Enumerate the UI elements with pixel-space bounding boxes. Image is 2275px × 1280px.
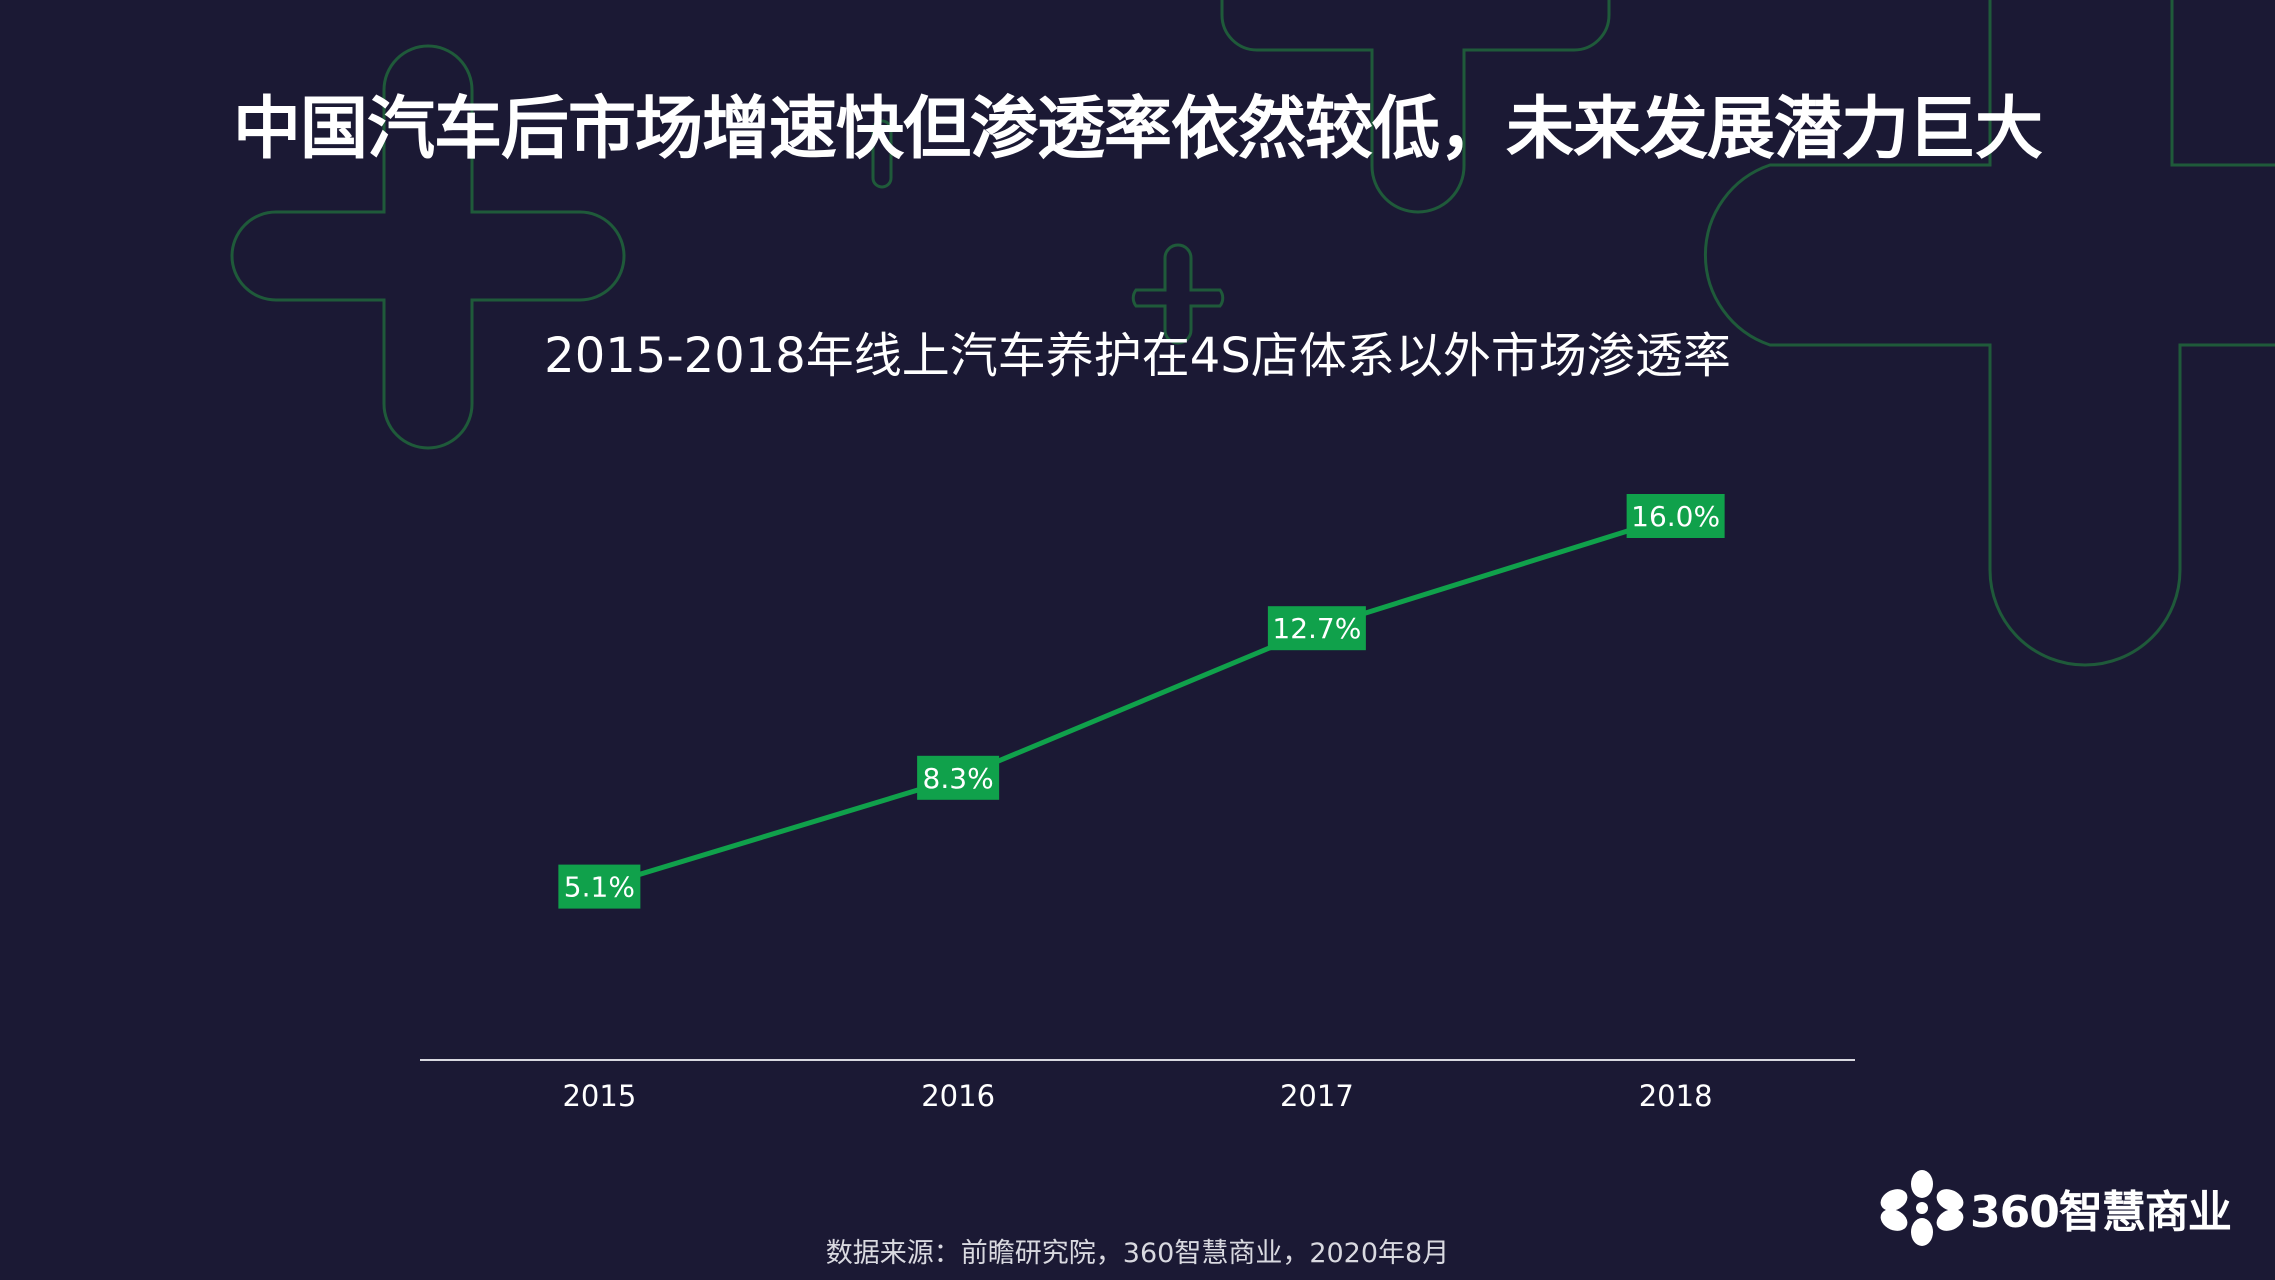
x-tick-label: 2016 — [921, 1079, 995, 1113]
data-label: 12.7% — [1272, 612, 1361, 645]
plus-shape-right-edge — [2170, 0, 2275, 167]
plus-shape-top — [1220, 0, 1611, 214]
x-tick-label: 2015 — [562, 1079, 636, 1113]
plus-shape-right — [1703, 0, 2275, 667]
brand-logo-text: 360智慧商业 — [1970, 1187, 2232, 1238]
data-label-box — [1267, 606, 1366, 651]
data-label: 8.3% — [923, 762, 994, 795]
flower-logo-icon — [1880, 1170, 1964, 1246]
data-label: 16.0% — [1631, 500, 1720, 533]
data-source: 数据来源：前瞻研究院，360智慧商业，2020年8月 — [825, 1238, 1450, 1269]
data-label-box — [917, 755, 1000, 800]
plus-shape-left — [230, 44, 626, 450]
data-label: 5.1% — [564, 871, 635, 904]
plus-shape-small — [1131, 243, 1225, 345]
data-label-box — [1626, 494, 1725, 538]
page-title: 中国汽车后市场增速快但渗透率依然较低，未来发展潜力巨大 — [232, 90, 2043, 169]
x-tick-label: 2018 — [1639, 1079, 1713, 1113]
chart-title: 2015-2018年线上汽车养护在4S店体系以外市场渗透率 — [544, 328, 1731, 384]
plus-shape-tiny — [871, 119, 893, 189]
data-label-box — [558, 864, 641, 909]
x-tick-label: 2017 — [1280, 1079, 1354, 1113]
series-line — [596, 513, 1679, 890]
brand-logo: 360智慧商业 — [1880, 1170, 2232, 1246]
